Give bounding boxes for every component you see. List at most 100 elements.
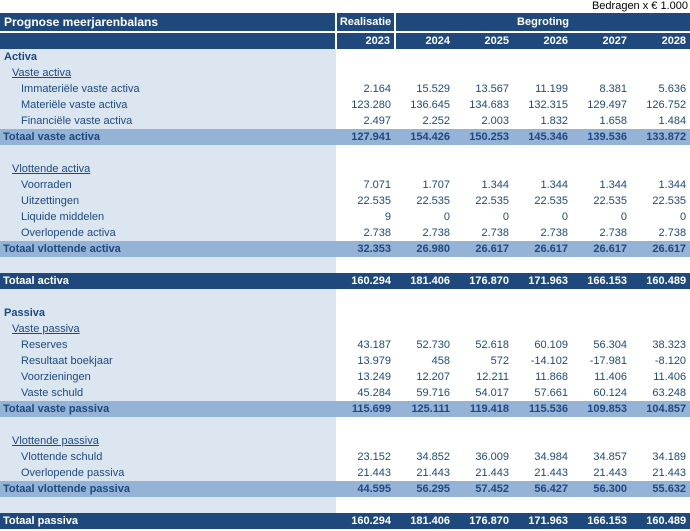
cell-value <box>395 305 454 321</box>
cell-value: 1.832 <box>513 113 572 129</box>
table-row: Totaal passiva 160.294 181.406 176.870 171.9… <box>0 513 690 529</box>
cell-value: 34.189 <box>631 449 690 465</box>
row-label: Liquide middelen <box>0 209 336 225</box>
cell-value: 11.868 <box>513 369 572 385</box>
header-row-groups: Prognose meerjarenbalans Realisatie Begr… <box>0 13 690 33</box>
cell-value: 160.489 <box>631 513 690 529</box>
cell-value: 13.249 <box>336 369 395 385</box>
cell-value: 34.852 <box>395 449 454 465</box>
cell-value <box>336 417 395 433</box>
cell-value <box>336 145 395 161</box>
cell-value: 11.406 <box>572 369 631 385</box>
cell-value: 45.284 <box>336 385 395 401</box>
cell-value: 56.304 <box>572 337 631 353</box>
row-label: Overlopende activa <box>0 225 336 241</box>
cell-value <box>631 417 690 433</box>
table-row: Vlottende activa <box>0 161 690 177</box>
cell-value <box>572 497 631 513</box>
cell-value: 22.535 <box>454 193 513 209</box>
cell-value: 13.567 <box>454 81 513 97</box>
cell-value: 26.617 <box>513 241 572 257</box>
cell-value: 2.164 <box>336 81 395 97</box>
cell-value: 56.295 <box>395 481 454 497</box>
table-row: Vaste activa <box>0 65 690 81</box>
cell-value: 2.003 <box>454 113 513 129</box>
cell-value <box>454 65 513 81</box>
table-row: Totaal vaste activa 127.941 154.426 150.253… <box>0 129 690 145</box>
table-row: Totaal vlottende activa 32.353 26.980 26.61… <box>0 241 690 257</box>
row-label <box>0 145 336 161</box>
table-row: Passiva <box>0 305 690 321</box>
row-label <box>0 417 336 433</box>
row-label: Passiva <box>0 305 336 321</box>
cell-value: 63.248 <box>631 385 690 401</box>
cell-value: 136.645 <box>395 97 454 113</box>
cell-value <box>631 49 690 65</box>
cell-value: 7.071 <box>336 177 395 193</box>
cell-value: 171.963 <box>513 513 572 529</box>
cell-value: 54.017 <box>454 385 513 401</box>
table-row: Vaste passiva <box>0 321 690 337</box>
table-row: Overlopende passiva 21.443 21.443 21.443 21.… <box>0 465 690 481</box>
cell-value <box>631 433 690 449</box>
cell-value: 22.535 <box>395 193 454 209</box>
cell-value <box>454 257 513 273</box>
cell-value: 145.346 <box>513 129 572 145</box>
cell-value <box>395 49 454 65</box>
cell-value: 1.344 <box>631 177 690 193</box>
cell-value <box>336 49 395 65</box>
cell-value: 2.738 <box>395 225 454 241</box>
cell-value: 1.658 <box>572 113 631 129</box>
cell-value: 13.979 <box>336 353 395 369</box>
row-label: Vaste schuld <box>0 385 336 401</box>
cell-value: 1.344 <box>454 177 513 193</box>
table-row: Vlottende schuld 23.152 34.852 36.009 34.984… <box>0 449 690 465</box>
row-label <box>0 497 336 513</box>
cell-value <box>572 145 631 161</box>
table-row <box>0 497 690 513</box>
column-header-year: 2025 <box>454 32 513 49</box>
cell-value: 1.344 <box>572 177 631 193</box>
cell-value: 132.315 <box>513 97 572 113</box>
cell-value <box>513 257 572 273</box>
table-row <box>0 417 690 433</box>
cell-value: 9 <box>336 209 395 225</box>
cell-value: 2.738 <box>631 225 690 241</box>
cell-value <box>395 145 454 161</box>
row-label: Overlopende passiva <box>0 465 336 481</box>
cell-value <box>336 321 395 337</box>
table-row <box>0 257 690 273</box>
cell-value: 60.109 <box>513 337 572 353</box>
cell-value <box>395 417 454 433</box>
cell-value: 26.617 <box>572 241 631 257</box>
cell-value <box>454 289 513 305</box>
cell-value: 0 <box>631 209 690 225</box>
table-row: Financiële vaste activa 2.497 2.252 2.003 1.… <box>0 113 690 129</box>
cell-value <box>513 497 572 513</box>
row-label: Activa <box>0 49 336 65</box>
column-header-year: 2027 <box>572 32 631 49</box>
table-row: Activa <box>0 49 690 65</box>
cell-value: 34.857 <box>572 449 631 465</box>
cell-value: 181.406 <box>395 513 454 529</box>
cell-value <box>572 49 631 65</box>
cell-value <box>395 433 454 449</box>
cell-value: 109.853 <box>572 401 631 417</box>
row-label <box>0 257 336 273</box>
cell-value <box>454 49 513 65</box>
cell-value: 22.535 <box>631 193 690 209</box>
cell-value: 52.730 <box>395 337 454 353</box>
cell-value: 129.497 <box>572 97 631 113</box>
table-row <box>0 289 690 305</box>
cell-value <box>631 257 690 273</box>
cell-value <box>572 65 631 81</box>
cell-value: 181.406 <box>395 273 454 289</box>
cell-value <box>513 305 572 321</box>
cell-value: 0 <box>395 209 454 225</box>
row-label: Totaal activa <box>0 273 336 289</box>
cell-value: 34.984 <box>513 449 572 465</box>
row-label: Immateriële vaste activa <box>0 81 336 97</box>
cell-value: 160.294 <box>336 513 395 529</box>
cell-value: 2.738 <box>513 225 572 241</box>
cell-value <box>395 65 454 81</box>
